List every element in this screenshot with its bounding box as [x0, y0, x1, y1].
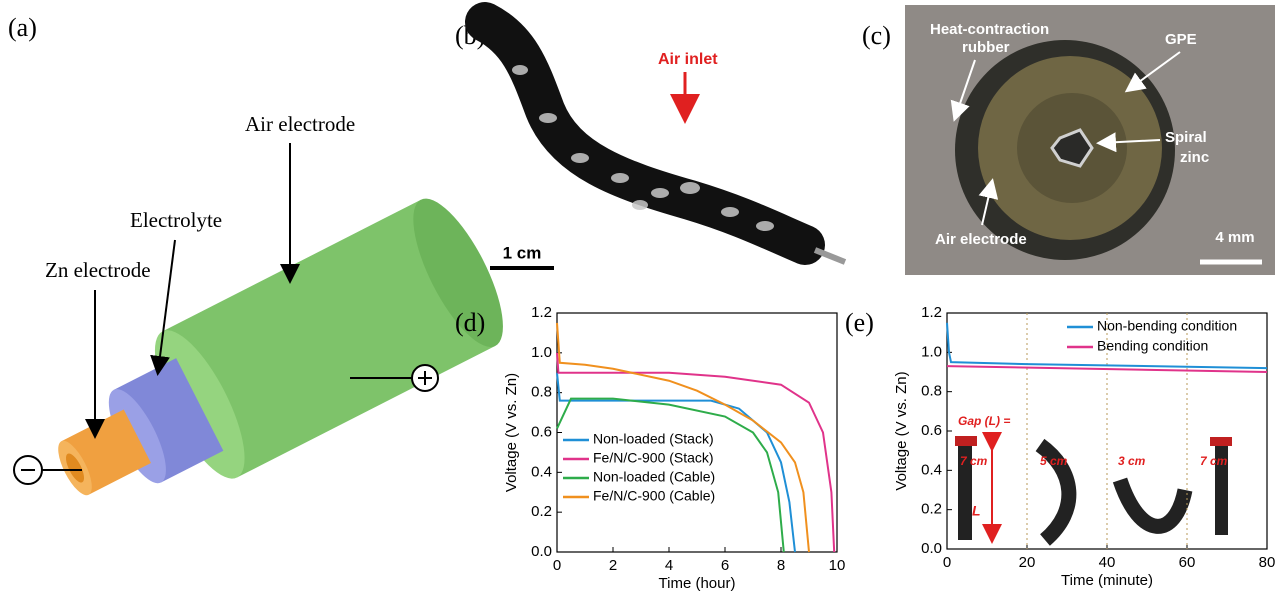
annotation: Spiral — [1165, 129, 1207, 146]
annotation: rubber — [962, 39, 1010, 56]
x-tick-label: 0 — [553, 557, 561, 574]
annotation: Gap (L) = — [958, 414, 1010, 428]
y-tick-label: 1.2 — [531, 304, 552, 321]
x-axis-label: Time (minute) — [1061, 572, 1153, 589]
label: Electrolyte — [130, 208, 222, 232]
annotation: Air inlet — [658, 51, 718, 68]
y-tick-label: 0.2 — [531, 503, 552, 520]
x-axis-label: Time (hour) — [659, 575, 736, 592]
legend-label: Non-bending condition — [1097, 318, 1237, 334]
panel-label: (d) — [455, 308, 485, 337]
x-tick-label: 6 — [721, 557, 729, 574]
y-tick-label: 0.4 — [531, 463, 552, 480]
panel-label: (e) — [845, 308, 874, 337]
annotation: 7 cm — [960, 454, 988, 468]
annotation: 3 cm — [1118, 454, 1146, 468]
legend-label: Fe/N/C-900 (Cable) — [593, 488, 715, 504]
y-tick-label: 1.0 — [921, 343, 942, 360]
label: Air electrode — [245, 112, 355, 136]
scale-label: 1 cm — [503, 243, 542, 262]
annotation: L — [972, 503, 981, 519]
x-tick-label: 20 — [1019, 554, 1036, 571]
x-tick-label: 8 — [777, 557, 785, 574]
legend-label: Non-loaded (Stack) — [593, 431, 714, 447]
y-tick-label: 0.4 — [921, 461, 942, 478]
label: Zn electrode — [45, 258, 151, 282]
figure: (a) Air electrode Electrolyte Zn electro… — [0, 0, 1279, 595]
x-tick-label: 2 — [609, 557, 617, 574]
bending-photos — [955, 436, 1232, 540]
legend-label: Fe/N/C-900 (Stack) — [593, 450, 714, 466]
x-tick-label: 10 — [829, 557, 846, 574]
annotation: 5 cm — [1040, 454, 1068, 468]
legend-label: Non-loaded (Cable) — [593, 469, 715, 485]
y-tick-label: 0.8 — [531, 384, 552, 401]
x-tick-label: 4 — [665, 557, 673, 574]
annotation: Air electrode — [935, 231, 1027, 248]
legend-label: Bending condition — [1097, 338, 1208, 354]
panel-label: (a) — [8, 13, 37, 42]
y-axis-label: Voltage (V vs. Zn) — [503, 373, 520, 492]
y-tick-label: 0.0 — [921, 540, 942, 557]
annotation: zinc — [1180, 149, 1209, 166]
x-tick-label: 80 — [1259, 554, 1276, 571]
y-tick-label: 0.0 — [531, 543, 552, 560]
annotation: 7 cm — [1200, 454, 1228, 468]
panel-label: (c) — [862, 21, 891, 50]
y-tick-label: 0.6 — [531, 423, 552, 440]
y-tick-label: 0.2 — [921, 501, 942, 518]
cable-diagram — [28, 187, 520, 546]
scale-label: 4 mm — [1215, 229, 1254, 246]
x-tick-label: 0 — [943, 554, 951, 571]
annotation: Heat-contraction — [930, 21, 1049, 38]
x-tick-label: 40 — [1099, 554, 1116, 571]
annotation: GPE — [1165, 31, 1197, 48]
y-tick-label: 1.0 — [531, 344, 552, 361]
y-tick-label: 0.6 — [921, 422, 942, 439]
y-tick-label: 1.2 — [921, 304, 942, 321]
y-tick-label: 0.8 — [921, 383, 942, 400]
y-axis-label: Voltage (V vs. Zn) — [893, 371, 910, 490]
x-tick-label: 60 — [1179, 554, 1196, 571]
cable-photo — [485, 22, 805, 245]
